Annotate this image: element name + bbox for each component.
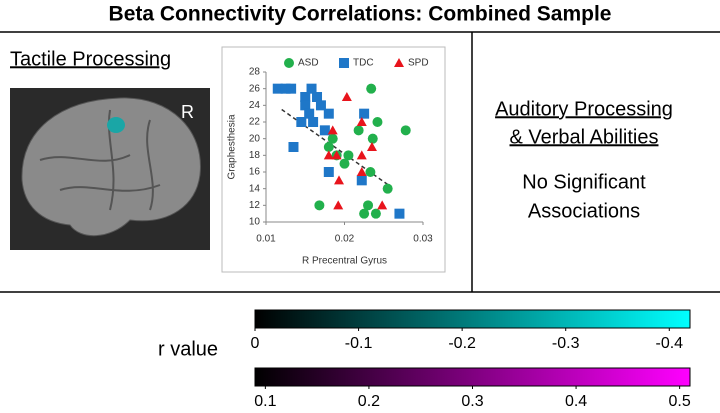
point xyxy=(356,117,367,126)
legend-marker xyxy=(284,58,294,68)
brain-sulci xyxy=(39,109,161,211)
point xyxy=(280,83,291,94)
y-tick-label: 18 xyxy=(249,150,261,161)
point xyxy=(353,125,364,136)
colorbar-tick-label: -0.4 xyxy=(655,335,683,352)
legend-label: SPD xyxy=(408,58,429,69)
y-tick-label: 26 xyxy=(249,83,261,94)
point xyxy=(365,167,376,177)
point xyxy=(341,92,352,101)
y-tick-label: 22 xyxy=(249,117,261,128)
y-tick-label: 12 xyxy=(249,200,261,211)
point xyxy=(356,167,367,176)
brain xyxy=(21,97,201,237)
point xyxy=(343,150,354,161)
colorbar-tick-label: 0.4 xyxy=(565,393,587,408)
point xyxy=(363,200,374,211)
point xyxy=(359,208,370,219)
y-tick-label: 10 xyxy=(249,217,261,228)
point xyxy=(339,158,350,169)
point xyxy=(304,108,315,119)
point xyxy=(296,117,307,127)
chart-frame xyxy=(221,46,446,273)
colorbar xyxy=(254,309,691,329)
point xyxy=(334,175,345,185)
point xyxy=(367,133,378,144)
point xyxy=(306,83,317,94)
point xyxy=(315,100,326,111)
brain-highlight xyxy=(107,117,125,133)
point xyxy=(323,167,334,177)
point xyxy=(327,133,338,144)
point xyxy=(377,200,388,210)
point xyxy=(366,83,377,94)
colorbar-tick-label: 0.2 xyxy=(358,393,380,408)
x-tick-label: 0.03 xyxy=(413,234,433,245)
point xyxy=(356,175,367,186)
y-tick-label: 16 xyxy=(249,167,261,178)
y-tick-label: 28 xyxy=(249,67,261,78)
panel-title: Auditory Processing xyxy=(495,98,673,120)
colorbar-label: r value xyxy=(158,338,218,360)
legend-marker xyxy=(339,58,349,68)
legend-marker xyxy=(394,58,404,67)
legend-label: TDC xyxy=(353,58,374,69)
colorbar-tick-label: -0.3 xyxy=(552,335,580,352)
colorbar xyxy=(254,367,691,387)
point xyxy=(308,117,319,127)
panel-title: Tactile Processing xyxy=(10,48,171,70)
colorbar-tick-label: 0.1 xyxy=(254,393,276,408)
panel-title: & Verbal Abilities xyxy=(510,126,659,148)
point xyxy=(372,117,383,127)
y-axis-label: Graphesthesia xyxy=(227,114,238,179)
colorbar-tick-label: 0.3 xyxy=(461,393,483,408)
y-tick-label: 24 xyxy=(249,100,261,111)
x-tick-label: 0.02 xyxy=(335,234,355,245)
point xyxy=(370,208,381,219)
point xyxy=(312,92,323,102)
point xyxy=(327,125,338,135)
x-axis-label: R Precentral Gyrus xyxy=(302,256,387,267)
point xyxy=(286,83,297,94)
point xyxy=(382,183,393,194)
colorbar-tick-label: 0.5 xyxy=(669,393,691,408)
brain-label: R xyxy=(181,102,194,122)
y-tick-label: 20 xyxy=(249,133,261,144)
point xyxy=(323,142,334,152)
panel-text: No Significant xyxy=(522,171,646,193)
colorbar-tick-label: -0.1 xyxy=(345,335,373,352)
panel-text: Associations xyxy=(528,200,640,222)
point xyxy=(323,108,334,119)
point xyxy=(288,142,299,152)
colorbar-tick-label: 0 xyxy=(251,335,260,352)
point xyxy=(400,125,411,136)
point xyxy=(300,100,311,111)
x-tick-label: 0.01 xyxy=(256,234,276,245)
point xyxy=(356,150,367,160)
y-tick-label: 14 xyxy=(249,183,261,194)
point xyxy=(323,150,334,160)
point xyxy=(366,142,377,151)
title: Beta Connectivity Correlations: Combined… xyxy=(109,3,612,26)
colorbar-tick-label: -0.2 xyxy=(448,335,476,352)
point xyxy=(319,125,330,136)
point xyxy=(394,208,405,219)
point xyxy=(300,92,311,102)
point xyxy=(333,200,344,210)
point xyxy=(359,108,370,119)
point xyxy=(272,83,283,94)
point xyxy=(331,150,342,160)
point xyxy=(314,200,325,211)
legend-label: ASD xyxy=(298,58,319,69)
